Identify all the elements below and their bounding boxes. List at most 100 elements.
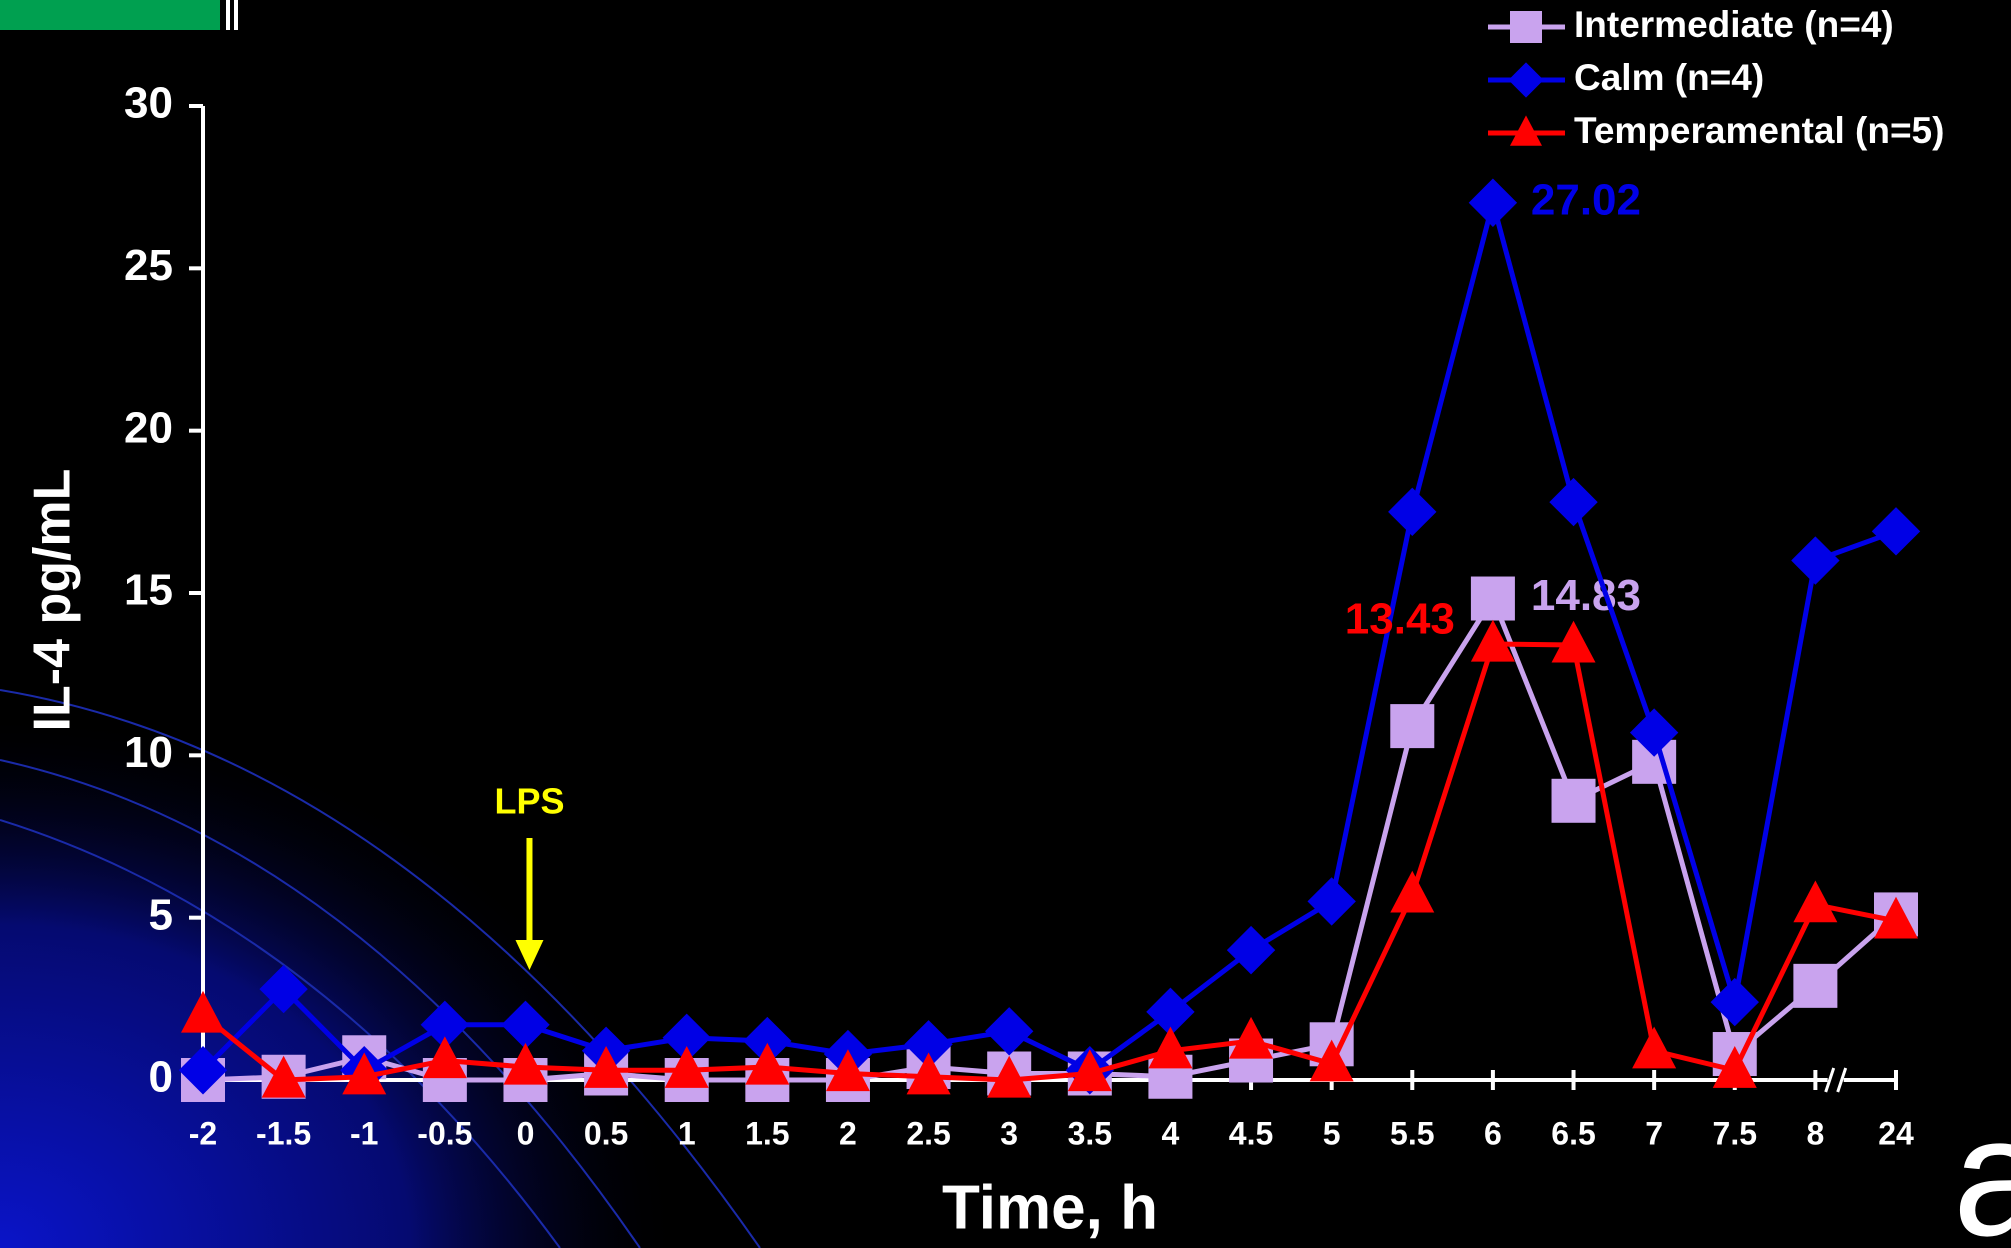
x-tick-label: -1 [350,1115,378,1151]
marker [1148,1026,1193,1069]
x-tick-label: 6.5 [1551,1115,1595,1151]
marker [422,1036,467,1079]
x-tick-label: 7.5 [1713,1115,1757,1151]
series [178,178,1921,1095]
marker [984,1007,1034,1056]
marker [181,990,225,1033]
marker [745,1042,790,1085]
corner-mark: a [1953,1082,2011,1248]
marker [259,964,308,1014]
marker [1307,877,1356,926]
marker [1551,620,1596,663]
marker [1510,115,1542,146]
marker [342,1052,387,1095]
y-tick-label: 30 [124,79,173,128]
marker [987,1055,1032,1098]
marker [1390,704,1435,749]
legend-label: Calm (n=4) [1574,57,1764,98]
series-line [201,641,1897,1083]
y-tick-label: 15 [124,566,173,615]
x-tick-label: 2.5 [906,1115,950,1151]
x-axis-label: Time, h [942,1173,1158,1242]
data-label: 27.02 [1531,175,1641,224]
header-rule [234,0,238,30]
marker [1793,963,1838,1008]
marker [261,1055,306,1098]
x-tick-label: 3 [1000,1115,1018,1151]
annotation-arrowhead [515,940,544,970]
x-tick-label: 4 [1162,1115,1180,1151]
marker [1710,977,1759,1027]
marker [1874,896,1918,939]
y-tick-label: 0 [149,1053,173,1102]
x-tick-label: 1.5 [745,1115,789,1151]
x-tick-label: 3.5 [1068,1115,1112,1151]
marker [1309,1039,1354,1082]
annotation: LPS [494,781,564,822]
series-line [201,192,1897,1074]
data-label: 13.43 [1345,595,1455,644]
marker [1551,778,1596,823]
series-line [202,593,1898,1083]
y-tick-label: 25 [124,241,173,290]
marker [178,1046,228,1095]
axis-break [1824,1067,1836,1093]
x-tick-label: 2 [839,1115,857,1151]
x-tick-label: -2 [189,1115,217,1151]
y-tick-label: 5 [149,890,173,939]
marker [420,1000,470,1050]
series [181,619,1918,1098]
marker [1508,62,1544,98]
marker [1629,708,1679,757]
marker [1067,1049,1112,1092]
x-tick-label: 0 [517,1115,535,1151]
marker [904,1020,953,1069]
x-tick-label: -1.5 [256,1115,311,1151]
marker [743,1016,792,1066]
x-tick-label: 24 [1878,1115,1914,1151]
header-rule [226,0,230,30]
header-bar [0,0,220,30]
marker [1229,1016,1274,1059]
x-tick-label: 5 [1323,1115,1341,1151]
marker [1632,1026,1677,1069]
y-tick-label: 10 [124,728,173,777]
marker [1226,925,1276,975]
y-axis-label: IL-4 pg/mL [24,469,82,732]
marker [662,1013,711,1062]
marker [664,1046,709,1088]
marker [584,1046,629,1088]
decoration-arcs [0,689,761,1248]
y-tick-label: 20 [124,403,173,452]
x-tick-label: 6 [1484,1115,1502,1151]
legend-label: Intermediate (n=4) [1574,4,1894,45]
axis-break [1836,1067,1848,1093]
marker [1388,487,1437,537]
marker [1468,178,1518,227]
x-tick-label: 4.5 [1229,1115,1273,1151]
marker [1390,870,1435,913]
marker [906,1052,951,1095]
x-tick-label: 0.5 [584,1115,628,1151]
marker [1791,536,1840,585]
marker [1470,619,1515,662]
x-tick-label: 1 [678,1115,696,1151]
marker [1549,477,1598,527]
marker [501,1000,550,1050]
marker [1510,11,1542,43]
decoration [0,650,760,1248]
x-tick-label: 8 [1806,1115,1824,1151]
data-label: 14.83 [1531,571,1641,620]
marker [1146,987,1195,1037]
marker [503,1042,548,1085]
x-tick-label: 7 [1645,1115,1663,1151]
x-tick-label: 5.5 [1390,1115,1434,1151]
marker [1712,1046,1757,1088]
marker [1871,507,1921,556]
legend-label: Temperamental (n=5) [1574,110,1944,151]
marker [1793,880,1838,923]
marker [1470,576,1515,621]
x-tick-label: -0.5 [417,1115,472,1151]
